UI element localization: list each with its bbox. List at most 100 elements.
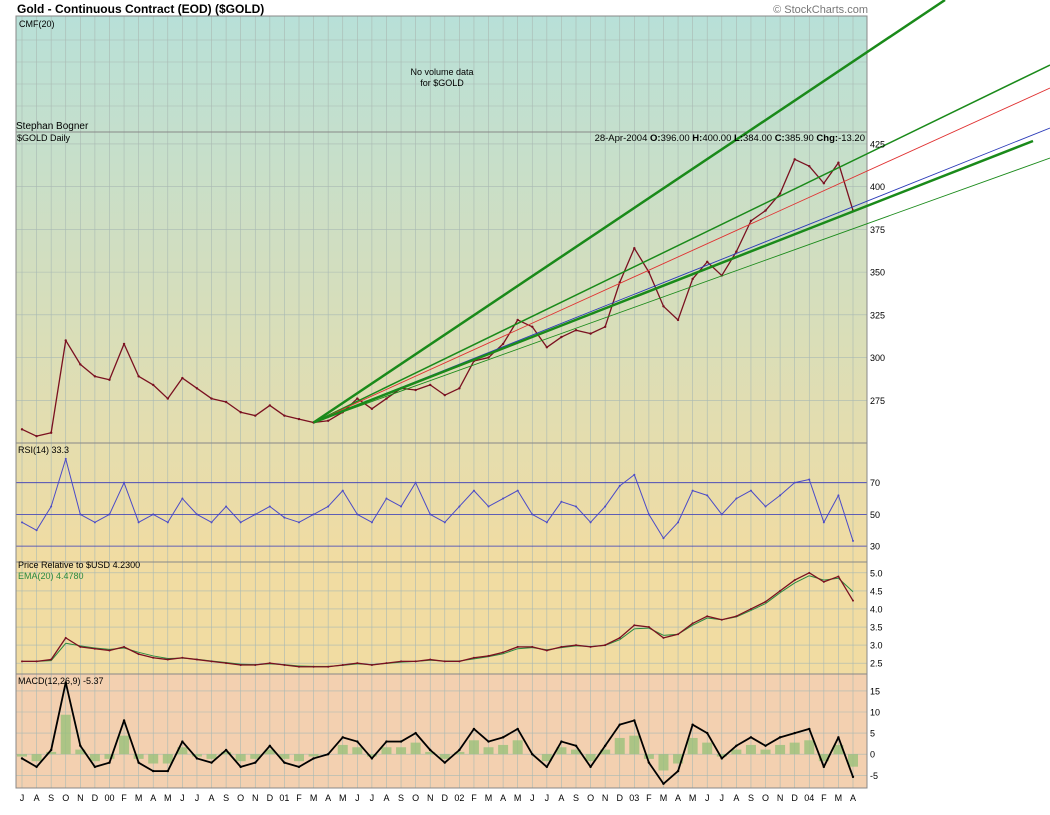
macd-histogram-bar <box>17 754 27 756</box>
rsi-point <box>750 490 752 492</box>
macd-point <box>793 732 795 734</box>
macd-histogram-bar <box>309 754 319 756</box>
macd-point <box>764 745 766 747</box>
price-point <box>735 250 737 252</box>
relative-point <box>65 637 67 639</box>
relative-point <box>429 659 431 661</box>
x-tick-label: J <box>20 793 25 803</box>
macd-point <box>79 745 81 747</box>
rsi-point <box>706 494 708 496</box>
rsi-point <box>662 537 664 539</box>
rsi-point <box>458 505 460 507</box>
relative-point <box>167 659 169 661</box>
relative-name: Price Relative to $USD <box>18 560 111 570</box>
macd-point <box>662 783 664 785</box>
price-point <box>779 192 781 194</box>
x-tick-label: M <box>339 793 347 803</box>
macd-histogram-bar <box>775 745 785 754</box>
macd-point <box>677 770 679 772</box>
macd-point <box>633 719 635 721</box>
macd-histogram-bar <box>352 747 362 754</box>
rsi-point <box>181 498 183 500</box>
x-tick-label: F <box>646 793 652 803</box>
price-point <box>356 397 358 399</box>
price-y-tick-label: 325 <box>870 310 885 320</box>
rsi-point <box>837 494 839 496</box>
price-point <box>487 356 489 358</box>
x-tick-label: J <box>370 793 375 803</box>
rsi-point <box>633 474 635 476</box>
macd-histogram-bar <box>90 754 100 761</box>
rsi-point <box>298 521 300 523</box>
author-label: Stephan Bogner <box>16 121 89 132</box>
macd-point <box>648 761 650 763</box>
macd-histogram-bar <box>746 745 756 754</box>
macd-point <box>50 749 52 751</box>
x-tick-label: J <box>720 793 725 803</box>
x-tick-label: O <box>237 793 244 803</box>
rsi-y-tick-label: 50 <box>870 510 880 520</box>
rel-y-tick-label: 4.0 <box>870 604 883 614</box>
price-point <box>108 379 110 381</box>
x-tick-label: M <box>514 793 522 803</box>
macd-point <box>852 776 854 778</box>
chart-title: Gold - Continuous Contract (EOD) ($GOLD) <box>17 2 264 16</box>
relative-point <box>546 650 548 652</box>
price-point <box>298 418 300 420</box>
relative-point <box>138 653 140 655</box>
x-tick-label: 03 <box>629 793 639 803</box>
relative-point <box>808 572 810 574</box>
price-point <box>823 182 825 184</box>
price-point <box>283 414 285 416</box>
rsi-point <box>36 529 38 531</box>
quote-high: 400.00 <box>702 133 731 144</box>
price-point <box>531 326 533 328</box>
rel-y-tick-label: 3.0 <box>870 641 883 651</box>
x-tick-label: S <box>398 793 404 803</box>
macd-histogram-bar <box>338 745 348 754</box>
relative-panel-background <box>16 562 867 674</box>
ema-name: EMA(20) <box>18 571 54 581</box>
rsi-point <box>619 485 621 487</box>
macd-point <box>823 766 825 768</box>
relative-point <box>765 601 767 603</box>
x-tick-label: M <box>689 793 697 803</box>
rsi-point <box>94 521 96 523</box>
price-point <box>167 397 169 399</box>
macd-y-tick-label: -5 <box>870 771 878 781</box>
x-tick-label: D <box>267 793 274 803</box>
x-tick-label: N <box>777 793 784 803</box>
price-point <box>196 387 198 389</box>
x-tick-label: A <box>209 793 215 803</box>
x-tick-label: O <box>62 793 69 803</box>
rel-y-tick-label: 5.0 <box>870 568 883 578</box>
rsi-value: 33.3 <box>52 445 70 455</box>
macd-point <box>429 749 431 751</box>
macd-histogram-bar <box>32 754 42 761</box>
macd-histogram-bar <box>804 740 814 754</box>
relative-point <box>371 664 373 666</box>
macd-histogram-bar <box>411 743 421 755</box>
x-tick-label: M <box>135 793 143 803</box>
price-point <box>516 319 518 321</box>
rsi-point <box>735 498 737 500</box>
macd-point <box>531 753 533 755</box>
x-tick-label: F <box>471 793 477 803</box>
macd-point <box>604 745 606 747</box>
quote-close-label: C: <box>775 133 785 144</box>
relative-point <box>21 660 23 662</box>
x-tick-label: A <box>325 793 331 803</box>
macd-point <box>225 749 227 751</box>
macd-histogram-bar <box>484 747 494 754</box>
macd-histogram-bar <box>396 747 406 754</box>
price-point <box>371 408 373 410</box>
price-point <box>691 278 693 280</box>
macd-point <box>502 736 504 738</box>
rsi-point <box>590 521 592 523</box>
rsi-point <box>648 513 650 515</box>
price-point <box>181 377 183 379</box>
x-tick-label: A <box>383 793 389 803</box>
macd-point <box>21 757 23 759</box>
rsi-point <box>560 501 562 503</box>
